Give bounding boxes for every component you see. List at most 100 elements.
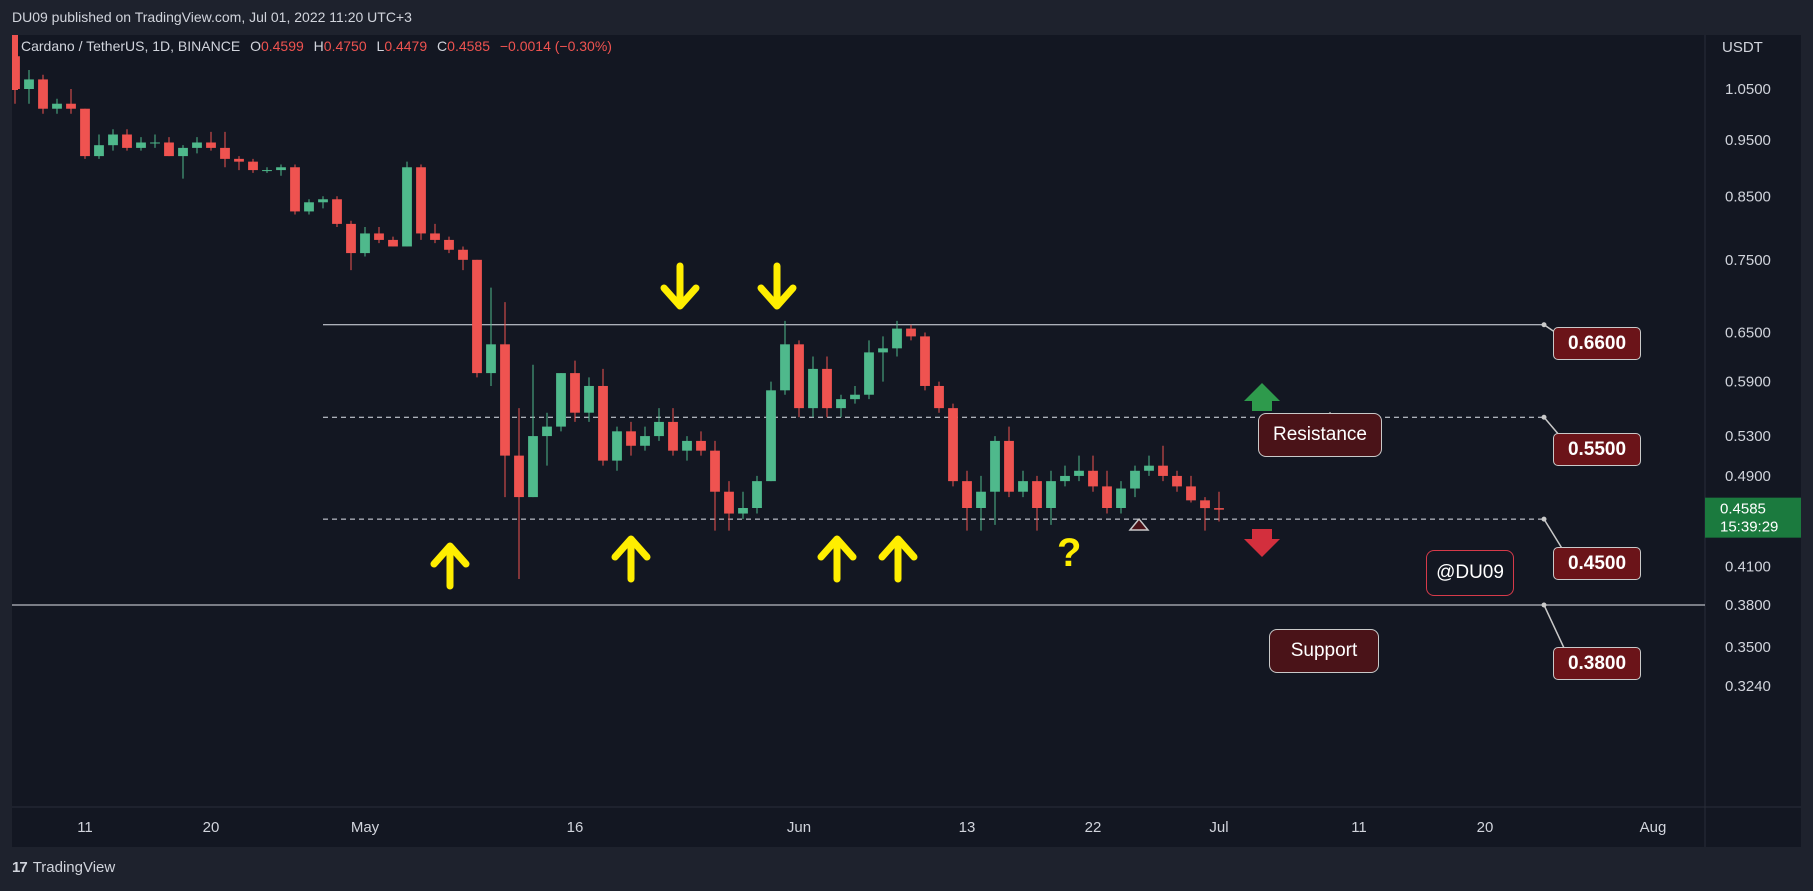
candle-body (542, 426, 552, 437)
candle-body (24, 79, 34, 89)
price-axis: 1.0500 0.9500 0.8500 0.7500 0.6500 0.5900 0.53… (1705, 81, 1801, 695)
candle-body (584, 385, 594, 413)
candle-body (472, 259, 482, 374)
candle-body (724, 491, 734, 514)
candle-body (1158, 465, 1168, 476)
candle-body (1144, 465, 1154, 471)
candle-body (220, 147, 230, 159)
candle-body (444, 239, 454, 250)
tradingview-brand[interactable]: 17 TradingView (12, 859, 115, 876)
time-tick-label: 16 (567, 819, 584, 836)
published-by-header: DU09 published on TradingView.com, Jul 0… (12, 9, 412, 25)
candle-body (52, 103, 62, 109)
legend-change: −0.0014 (−0.30%) (500, 38, 612, 54)
time-tick-label: Jun (787, 819, 811, 836)
candle-body (682, 440, 692, 451)
up-arrow-icon (611, 535, 651, 583)
up-arrow-icon (430, 542, 470, 590)
legend-low-label: L (377, 38, 385, 54)
candle-body (780, 344, 790, 391)
candle-body (388, 239, 398, 247)
candle-body (766, 390, 776, 482)
chart-panel[interactable]: ? 1.0500 0.9500 0.8500 0.7500 0.6500 0.5900 0.… (12, 35, 1801, 847)
legend-high-value: 0.4750 (324, 38, 367, 54)
candle-body (346, 223, 356, 254)
price-tick-label: 0.4900 (1725, 468, 1771, 485)
candle-body (108, 134, 118, 146)
legend-close-label: C (437, 38, 447, 54)
candle-body (1214, 508, 1224, 510)
candle-body (738, 508, 748, 514)
candle-body (150, 142, 160, 144)
tradingview-logo-icon: 17 (12, 859, 28, 876)
candle-body (136, 142, 146, 148)
question-mark: ? (1057, 531, 1081, 575)
level-anchor-dot-0 (1541, 322, 1547, 328)
candle-body (332, 199, 342, 224)
candle-body (416, 167, 426, 234)
candle-body (598, 385, 608, 461)
candle-body (864, 352, 874, 395)
candlestick-chart[interactable]: ? 1.0500 0.9500 0.8500 0.7500 0.6500 0.5900 0.… (12, 35, 1801, 847)
level-label-0660: 0.6600 (1553, 327, 1641, 360)
up-arrow-icon (817, 535, 857, 583)
candle-body (892, 328, 902, 349)
candle-body (934, 385, 944, 409)
candle-body (234, 158, 244, 162)
legend-symbol: Cardano / TetherUS, 1D, BINANCE (21, 38, 240, 54)
time-tick-label: 11 (1351, 819, 1367, 836)
level-label-0380: 0.3800 (1553, 647, 1641, 680)
candle-body (878, 348, 888, 353)
candle-body (262, 170, 272, 172)
candle-body (94, 145, 104, 157)
candle-body (906, 328, 916, 337)
level-label-0450: 0.4500 (1553, 547, 1641, 580)
time-tick-label: 20 (203, 819, 220, 836)
level-anchor-dot-3 (1541, 602, 1547, 608)
support-resistance-levels (12, 322, 1705, 664)
candle-body (374, 233, 384, 240)
candle-body (920, 336, 930, 386)
level-label-0550: 0.5500 (1553, 433, 1641, 466)
legend-close-value: 0.4585 (447, 38, 490, 54)
candles (12, 47, 1224, 579)
time-tick-label: May (351, 819, 380, 836)
candle-body (514, 455, 524, 498)
candle-body (178, 147, 188, 157)
candle-body (1102, 486, 1112, 509)
candle-body (1116, 488, 1126, 509)
price-tick-label: 0.3800 (1725, 597, 1771, 614)
legend-text: Cardano / TetherUS, 1D, BINANCE O0.4599 … (21, 38, 612, 54)
up-arrow-icon (878, 535, 918, 583)
candle-body (990, 440, 1000, 492)
level-anchor-dot-1 (1541, 414, 1547, 420)
candle-body (1018, 481, 1028, 492)
candle-body (500, 344, 510, 456)
candle-body (1088, 470, 1098, 487)
candle-body (276, 167, 286, 171)
author-watermark: @DU09 (1426, 550, 1514, 596)
time-axis: 11 20 May 16 Jun 13 22 Jul 11 20 Aug (77, 819, 1666, 836)
candle-body (668, 421, 678, 451)
price-tick-label: 0.3500 (1725, 639, 1771, 656)
legend-high-label: H (314, 38, 324, 54)
time-tick-label: 11 (77, 819, 93, 836)
candle-body (948, 408, 958, 482)
legend-low-value: 0.4479 (384, 38, 427, 54)
legend-open-label: O (250, 38, 261, 54)
candle-body (1046, 481, 1056, 509)
candle-body (38, 79, 48, 109)
candle-body (1200, 500, 1210, 509)
candle-body (696, 440, 706, 451)
candle-body (570, 373, 580, 413)
time-tick-label: Jul (1209, 819, 1228, 836)
price-tick-label: 0.7500 (1725, 252, 1771, 269)
time-tick-label: Aug (1640, 819, 1667, 836)
tradingview-brand-label: TradingView (32, 859, 116, 876)
time-tick-label: 22 (1085, 819, 1102, 836)
candle-body (976, 491, 986, 509)
candle-body (430, 233, 440, 240)
green-up-arrow-icon (1244, 383, 1280, 411)
support-label: Support (1269, 629, 1379, 673)
price-tick-label: 0.4100 (1725, 558, 1771, 575)
